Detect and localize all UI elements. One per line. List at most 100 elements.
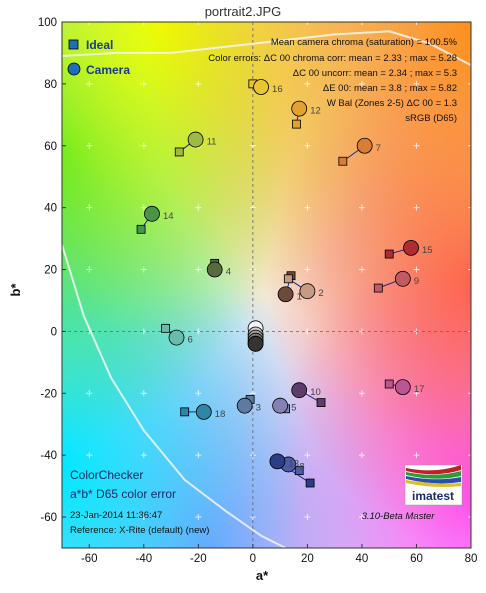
grid-cross bbox=[86, 452, 93, 459]
camera-marker-3 bbox=[236, 397, 253, 414]
x-tick-label: 60 bbox=[410, 553, 423, 565]
patch-label-17: 17 bbox=[414, 384, 425, 395]
x-axis-label: a* bbox=[256, 568, 269, 583]
grid-cross bbox=[86, 80, 93, 87]
grid-cross bbox=[304, 452, 311, 459]
x-tick-label: -20 bbox=[190, 553, 207, 565]
patch-label-15: 15 bbox=[422, 245, 433, 256]
info-date: 23-Jan-2014 11:36:47 bbox=[70, 510, 162, 521]
patch-label-12: 12 bbox=[310, 106, 321, 117]
patch-label-14: 14 bbox=[163, 211, 174, 222]
x-tick-label: 40 bbox=[356, 553, 369, 565]
grid-cross bbox=[468, 514, 471, 521]
camera-marker-13 bbox=[269, 453, 286, 470]
window-title: portrait2.JPG bbox=[205, 4, 282, 19]
grid-cross bbox=[86, 142, 93, 149]
grid-cross bbox=[140, 204, 147, 211]
grid-cross bbox=[358, 204, 365, 211]
grid-cross bbox=[140, 452, 147, 459]
ideal-marker-15 bbox=[384, 249, 394, 259]
stats-line-5: W Bal (Zones 2-5) ΔC 00 = 1.3 bbox=[327, 98, 457, 109]
grid-cross bbox=[195, 452, 202, 459]
stats-line-4: ΔE 00: mean = 3.8 ; max = 5.82 bbox=[323, 83, 457, 94]
gamut-boundary-upper bbox=[62, 30, 471, 67]
patch-label-18: 18 bbox=[215, 409, 226, 420]
logo-text: imatest bbox=[412, 489, 454, 503]
patch-label-13: 13 bbox=[288, 458, 299, 469]
y-tick-label: 0 bbox=[51, 326, 57, 338]
grid-cross bbox=[86, 390, 93, 397]
plot-frame bbox=[61, 21, 472, 549]
patch-label-7: 7 bbox=[376, 143, 381, 154]
patch-label-1: 1 bbox=[297, 291, 302, 302]
grid-cross bbox=[304, 514, 311, 521]
y-tick-label: 100 bbox=[38, 17, 57, 29]
camera-marker-11 bbox=[187, 131, 204, 148]
grid-cross bbox=[86, 514, 93, 521]
grid-cross bbox=[358, 514, 365, 521]
stats-line-2: Color errors: ΔC 00 chroma corr: mean = … bbox=[208, 53, 457, 64]
x-tick-label: 20 bbox=[301, 553, 314, 565]
x-tick-label: 0 bbox=[250, 553, 256, 565]
grid-cross bbox=[140, 390, 147, 397]
grid-cross bbox=[413, 22, 420, 25]
grid-cross bbox=[195, 80, 202, 87]
grid-cross bbox=[358, 390, 365, 397]
grid-cross bbox=[468, 452, 471, 459]
grid-cross bbox=[468, 80, 471, 87]
grid-cross bbox=[358, 22, 365, 25]
grid-cross bbox=[413, 80, 420, 87]
y-tick-label: 80 bbox=[44, 79, 57, 91]
grid-cross bbox=[304, 266, 311, 273]
camera-marker-6 bbox=[168, 329, 185, 346]
grid-cross bbox=[140, 22, 147, 25]
ideal-marker-10 bbox=[316, 398, 326, 407]
grid-cross bbox=[304, 142, 311, 149]
camera-marker-14 bbox=[144, 205, 160, 222]
y-axis-label: b* bbox=[8, 283, 23, 297]
stats-line-3: ΔC 00 uncorr: mean = 2.34 ; max = 5.3 bbox=[293, 68, 457, 79]
grid-cross bbox=[304, 80, 311, 87]
grid-cross bbox=[413, 452, 420, 459]
grid-cross bbox=[195, 390, 202, 397]
grid-cross bbox=[195, 514, 202, 521]
x-tick-label: -60 bbox=[81, 553, 98, 565]
camera-marker-17 bbox=[394, 379, 411, 396]
grid-cross bbox=[140, 514, 147, 521]
grid-cross bbox=[195, 266, 202, 273]
ideal-marker-9 bbox=[373, 283, 383, 293]
grid-cross bbox=[86, 22, 93, 25]
legend-camera-marker bbox=[67, 62, 81, 76]
grid-cross bbox=[413, 390, 420, 397]
info-title-2: a*b* D65 color error bbox=[70, 487, 176, 501]
info-reference: Reference: X-Rite (default) (new) bbox=[70, 525, 209, 536]
grid-cross bbox=[413, 514, 420, 521]
patch-label-11: 11 bbox=[207, 137, 217, 148]
grid-cross bbox=[358, 452, 365, 459]
grid-cross bbox=[358, 266, 365, 273]
grid-cross bbox=[358, 80, 365, 87]
y-tick-label: 20 bbox=[44, 265, 57, 277]
patch-label-6: 6 bbox=[188, 335, 193, 346]
y-tick-label: -20 bbox=[40, 388, 57, 400]
patch-label-5: 5 bbox=[291, 403, 296, 414]
grid-cross bbox=[86, 266, 93, 273]
grid-cross bbox=[468, 390, 471, 397]
ideal-marker-7 bbox=[338, 156, 348, 166]
camera-marker-10 bbox=[291, 382, 308, 399]
x-tick-label: -40 bbox=[135, 553, 152, 565]
grid-cross bbox=[413, 204, 420, 211]
grid-cross bbox=[468, 142, 471, 149]
grid-cross bbox=[413, 142, 420, 149]
y-tick-label: 40 bbox=[44, 203, 57, 215]
grid-cross bbox=[140, 142, 147, 149]
camera-marker-1 bbox=[277, 286, 294, 303]
y-tick-label: 60 bbox=[44, 141, 57, 153]
patch-label-8: 8 bbox=[299, 461, 304, 472]
camera-marker-7 bbox=[356, 137, 373, 154]
grid-cross bbox=[304, 204, 311, 211]
camera-marker-18 bbox=[195, 403, 212, 420]
grid-cross bbox=[195, 204, 202, 211]
